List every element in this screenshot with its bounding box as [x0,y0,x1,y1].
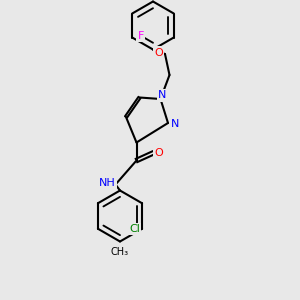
Text: N: N [171,119,180,130]
Text: O: O [154,47,163,58]
Text: NH: NH [99,178,116,188]
Text: F: F [137,31,144,41]
Text: CH₃: CH₃ [111,247,129,257]
Text: Cl: Cl [129,224,140,234]
Text: N: N [158,90,166,100]
Text: O: O [154,148,163,158]
